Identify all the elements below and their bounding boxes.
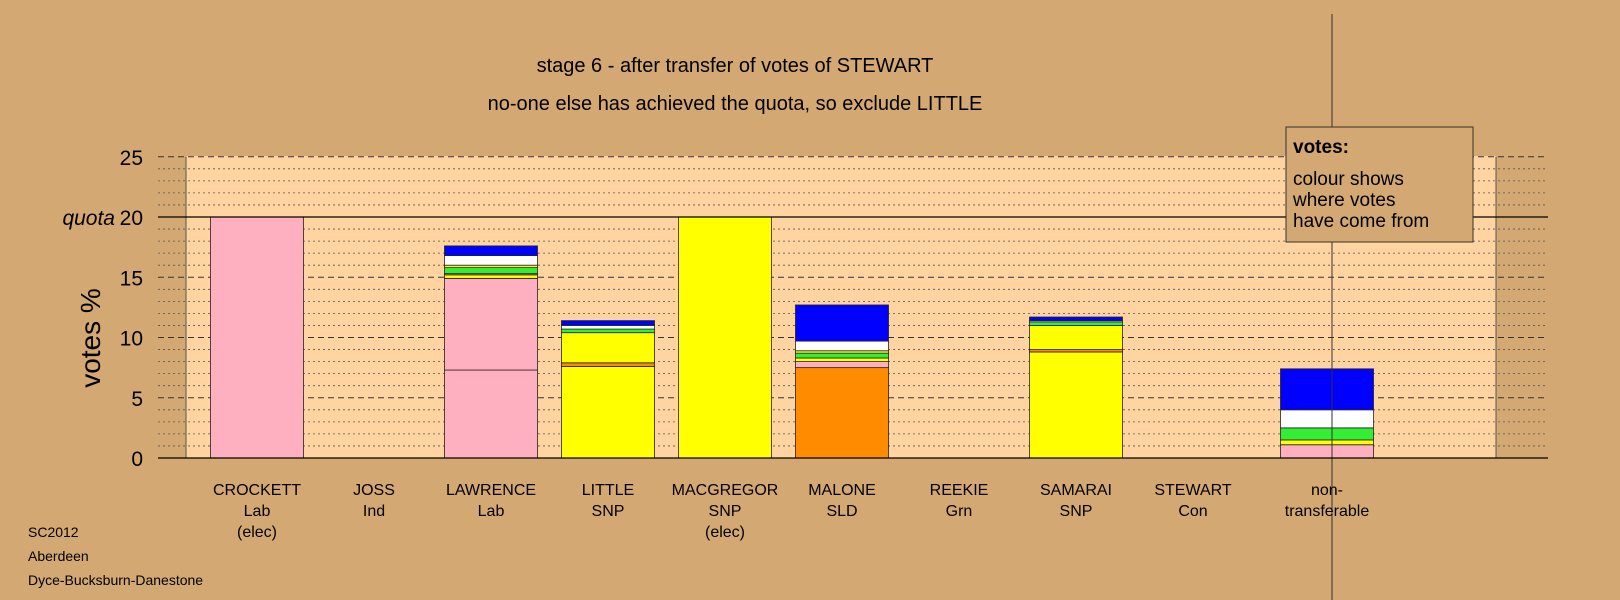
bar-segment <box>678 216 772 459</box>
category-name-label: STEWART <box>1154 482 1232 499</box>
bar-segment <box>444 245 538 256</box>
bar-segment <box>795 361 889 369</box>
category-name-label: LITTLE <box>582 482 634 499</box>
legend-line: have come from <box>1293 211 1429 232</box>
bar-segment <box>1029 351 1123 459</box>
category-party-label: Con <box>1178 503 1207 520</box>
quota-label: quota <box>62 207 115 230</box>
category-name-label: CROCKETT <box>213 482 301 499</box>
bar-segment <box>561 328 655 334</box>
bar-segment <box>795 340 889 352</box>
y-axis-label: votes % <box>75 288 106 388</box>
category-note-label: (elec) <box>705 524 745 541</box>
category-party-label: Ind <box>363 503 385 520</box>
category-party-label: transferable <box>1285 503 1370 520</box>
chart-subtitle: no-one else has achieved the quota, so e… <box>488 93 983 115</box>
category-party-label: SNP <box>1060 503 1093 520</box>
council-label: Aberdeen <box>28 548 89 564</box>
category-name-label: LAWRENCE <box>446 482 536 499</box>
y-tick-label: 5 <box>131 388 143 411</box>
category-party-label: SNP <box>709 503 742 520</box>
category-name-label: MALONE <box>808 482 876 499</box>
y-tick-label: 15 <box>120 267 143 290</box>
bar-segment <box>444 274 538 279</box>
bar-segment <box>1280 409 1374 429</box>
category-note-label: (elec) <box>237 524 277 541</box>
bar-segment <box>795 352 889 359</box>
bar-segment <box>210 216 304 459</box>
bar-segment <box>1280 427 1374 441</box>
bar-segment <box>444 255 538 266</box>
category-name-label: MACGREGOR <box>672 482 779 499</box>
bar-segment <box>561 366 655 459</box>
bar-segment <box>444 278 538 371</box>
category-name-label: JOSS <box>353 482 395 499</box>
bar-segment <box>1280 444 1374 459</box>
bar-segment <box>561 325 655 330</box>
legend-title: votes: <box>1293 137 1349 158</box>
ward-label: Dyce-Bucksburn-Danestone <box>28 572 204 588</box>
bar-segment <box>1280 368 1374 411</box>
bar-segment <box>795 367 889 459</box>
election-label: SC2012 <box>28 524 79 540</box>
footer: SC2012 Aberdeen Dyce-Bucksburn-Danestone <box>28 520 203 592</box>
bar-segment <box>561 332 655 364</box>
legend-line: colour shows <box>1293 169 1404 190</box>
legend: votes: colour shows where votes have com… <box>1285 126 1474 243</box>
legend-box <box>1285 126 1474 243</box>
bar-segment <box>1029 321 1123 326</box>
legend-line: where votes <box>1292 190 1395 211</box>
bar-segment <box>444 267 538 275</box>
category-name-label: non- <box>1311 482 1343 499</box>
category-party-label: SLD <box>826 503 857 520</box>
category-party-label: Lab <box>478 503 505 520</box>
bar-segment <box>795 357 889 362</box>
category-name-label: REEKIE <box>930 482 989 499</box>
labels: CROCKETT Lab (elec) JOSS Ind LAWRENCE Lab LITTL… <box>62 147 1369 541</box>
bar-segment <box>795 304 889 342</box>
y-tick-label: 25 <box>120 147 143 170</box>
bar-segment <box>561 320 655 326</box>
category-party-label: SNP <box>592 503 625 520</box>
category-name-label: SAMARAI <box>1040 482 1112 499</box>
bar-segment <box>1029 325 1123 350</box>
bar-segment <box>1029 316 1123 322</box>
category-party-label: Lab <box>244 503 271 520</box>
bar-segment <box>444 369 538 459</box>
y-tick-label: 20 <box>120 207 143 230</box>
chart-title: stage 6 - after transfer of votes of STE… <box>537 55 934 77</box>
bar-segment <box>561 362 655 367</box>
bar-segment <box>1280 439 1374 446</box>
y-tick-label: 0 <box>131 448 143 471</box>
category-party-label: Grn <box>946 503 973 520</box>
y-tick-label: 10 <box>120 328 143 351</box>
